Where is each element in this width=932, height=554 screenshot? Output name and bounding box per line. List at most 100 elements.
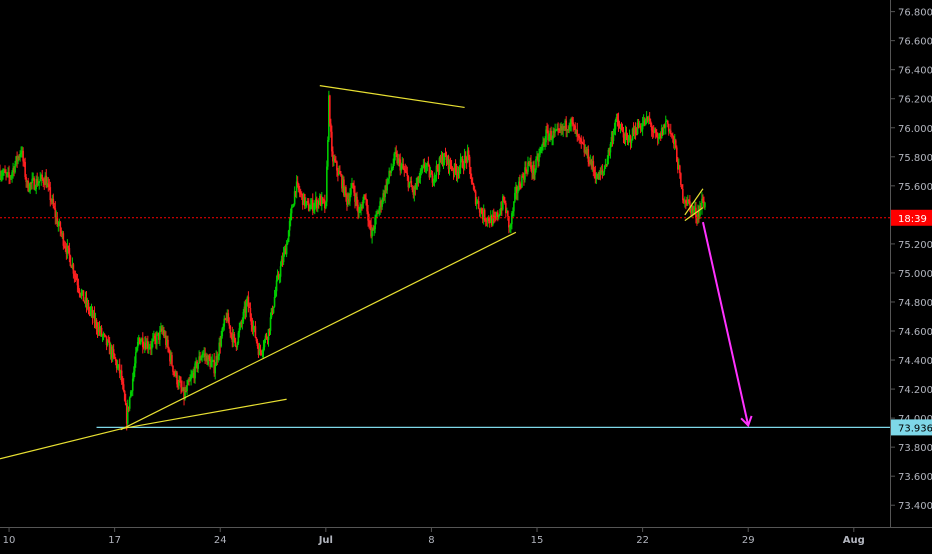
candle-body: [332, 151, 334, 162]
candle-body: [637, 122, 640, 128]
candle-body: [48, 184, 51, 188]
candle-body: [483, 209, 486, 221]
candle-body: [1, 175, 3, 177]
drawings-layer[interactable]: [0, 85, 890, 460]
candle-body: [382, 193, 384, 202]
candle-body: [602, 171, 605, 173]
candle-body: [97, 327, 100, 333]
wedge-top[interactable]: [684, 188, 704, 216]
candle-body: [335, 161, 337, 163]
candle-body: [75, 276, 78, 280]
candle-body: [535, 158, 537, 170]
upper-trendline[interactable]: [319, 85, 465, 109]
candle-body: [485, 220, 488, 222]
candle-body: [84, 297, 87, 302]
candle-body: [627, 137, 630, 140]
candle-body: [119, 370, 122, 374]
candle-body: [519, 181, 521, 188]
candle-body: [80, 292, 83, 296]
candle-body: [250, 317, 253, 326]
candle-body: [380, 201, 382, 207]
candle-body: [179, 380, 181, 382]
candle-body: [4, 170, 6, 173]
candle-body: [185, 390, 187, 392]
candle-body: [30, 182, 32, 184]
candle-body: [613, 129, 616, 132]
candle-body: [331, 131, 333, 152]
candle-body: [287, 230, 290, 242]
candle-body: [58, 222, 61, 226]
candle-body: [593, 169, 596, 173]
candle-body: [290, 207, 293, 214]
candle-body: [365, 198, 367, 200]
candle-body: [635, 133, 638, 135]
candle-body: [35, 179, 38, 190]
candle-body: [94, 319, 97, 323]
candle-body: [72, 264, 75, 274]
candle-body: [33, 178, 35, 190]
candle-body: [648, 117, 651, 122]
projection-arrow[interactable]: [701, 221, 750, 426]
candle-body: [383, 193, 385, 198]
short-trendline[interactable]: [123, 398, 287, 429]
candle-body: [373, 229, 375, 231]
candle-body: [95, 319, 98, 329]
candle-body: [254, 326, 257, 338]
candle-body: [193, 372, 195, 379]
candle-body: [286, 241, 289, 244]
candle-body: [118, 364, 121, 374]
long-trendline[interactable]: [0, 426, 127, 460]
candle-body: [93, 312, 96, 323]
candle-body: [146, 341, 148, 349]
candle-body: [585, 149, 588, 155]
candle-body: [465, 157, 468, 162]
candle-body: [318, 195, 321, 205]
candle-body: [532, 165, 534, 174]
candle-body: [27, 180, 29, 191]
candle-body: [527, 162, 529, 172]
price-tick-label: 75.600: [898, 182, 932, 193]
candle-body: [181, 387, 183, 391]
candle-body: [9, 177, 11, 179]
candle-body: [498, 215, 500, 218]
candle-body: [199, 356, 201, 361]
price-tick-label: 74.600: [898, 327, 932, 338]
candle-body: [223, 318, 226, 327]
candle-body: [512, 211, 514, 214]
candle-body: [617, 119, 620, 126]
candle-body: [246, 296, 249, 303]
candle-body: [198, 356, 200, 364]
candle-body: [679, 165, 681, 174]
candle-body: [702, 198, 704, 202]
candle-body: [457, 171, 460, 173]
candle-body: [169, 351, 171, 362]
candle-body: [605, 164, 608, 166]
candle-body: [604, 164, 607, 169]
candle-body: [599, 171, 602, 174]
candle-body: [265, 335, 268, 339]
candle-body: [559, 129, 561, 131]
candle-body: [300, 193, 303, 195]
wedge-bottom[interactable]: [684, 207, 704, 222]
candle-body: [177, 384, 179, 386]
price-tick-label: 73.600: [898, 472, 932, 483]
candle-body: [89, 310, 92, 312]
candle-body: [81, 290, 84, 293]
candle-body: [486, 217, 489, 222]
candle-body: [473, 189, 476, 192]
candle-body: [401, 164, 404, 166]
candle-body: [343, 179, 345, 196]
candle-body: [273, 297, 276, 307]
candle-body: [337, 170, 339, 176]
candle-body: [144, 343, 146, 348]
candle-body: [542, 142, 544, 145]
candle-body: [703, 201, 705, 208]
candle-body: [574, 125, 577, 134]
candle-body: [149, 347, 151, 349]
candle-body: [203, 353, 205, 355]
candle-body: [397, 158, 400, 164]
lower-trendline[interactable]: [120, 231, 517, 431]
time-axis[interactable]: 10 17 24 Jul 8 15 22 29 Aug: [3, 527, 865, 546]
